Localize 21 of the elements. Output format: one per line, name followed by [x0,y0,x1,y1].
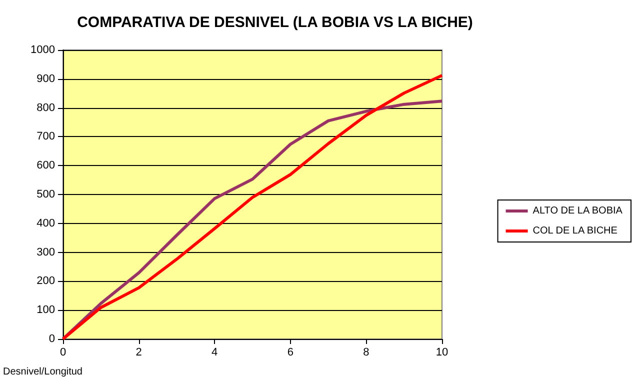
y-tick-label: 800 [36,102,55,114]
x-tick-label: 2 [136,346,142,358]
y-tick-label: 100 [36,304,55,316]
x-axis-title: Desnivel/Longitud [3,366,82,378]
legend-label: COL DE LA BICHE [532,226,618,236]
x-tick-label: 8 [363,346,370,358]
y-tick-label: 700 [36,130,55,143]
y-tick-label: 300 [36,246,55,258]
y-tick-label: 1000 [30,44,55,56]
chart-title: COMPARATIVA DE DESNIVEL (LA BOBIA VS LA BICHE) [77,14,473,31]
y-tick-label: 400 [36,217,55,230]
y-tick-label: 600 [36,160,55,172]
y-tick-label: 900 [36,72,55,85]
y-tick-label: 200 [36,275,55,288]
x-tick-label: 10 [436,346,448,358]
legend-label: ALTO DE LA BOBIA [532,206,623,216]
y-tick-label: 500 [36,188,55,200]
y-tick-label: 0 [48,333,55,345]
x-tick-label: 0 [60,346,66,358]
x-tick-label: 4 [212,346,218,358]
x-tick-label: 6 [287,346,294,358]
